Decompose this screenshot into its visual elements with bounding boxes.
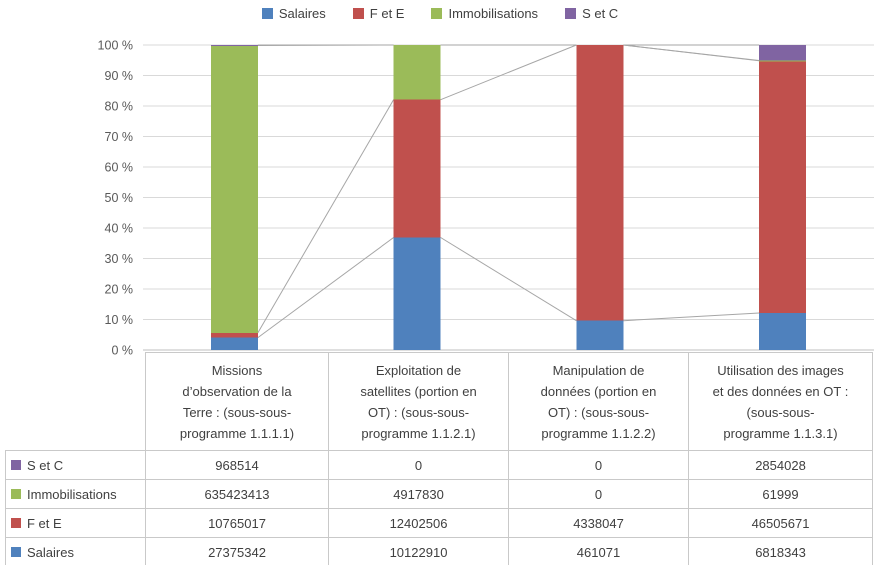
legend-item-label: F et E	[369, 5, 405, 21]
table-value-cell: 10122910	[328, 537, 509, 565]
series-line	[623, 312, 760, 322]
row-label: F et E	[11, 516, 141, 531]
y-axis-tick-label: 70 %	[105, 130, 134, 144]
legend-key-icon	[431, 7, 443, 19]
bar-segment-salaires-cat1	[210, 337, 258, 350]
table-value-cell: 4338047	[508, 508, 689, 538]
row-label-text: F et E	[27, 515, 62, 531]
table-category-header-4: Utilisation des images et des données en…	[688, 352, 873, 451]
bar-segment-salaires-cat2	[393, 237, 441, 350]
chart-data-table: Missions d’observation de la Terre : (so…	[5, 352, 873, 565]
row-label: Salaires	[11, 545, 141, 560]
bar-segment-immobilisations-cat4	[759, 60, 807, 62]
chart-legend: Salaires F et E Immobilisations S et C	[0, 2, 880, 24]
table-value-cell: 2854028	[688, 450, 873, 480]
table-value-cell: 10765017	[145, 508, 329, 538]
series-line	[257, 99, 395, 334]
bar-segment-s-et-c-cat1	[210, 45, 258, 46]
bar-segment-immobilisations-cat2	[393, 45, 441, 100]
y-axis-tick-label: 40 %	[105, 222, 134, 236]
table-value-cell: 61999	[688, 479, 873, 509]
row-key-icon	[11, 518, 21, 528]
legend-item-immobilisations: Immobilisations	[431, 6, 538, 21]
row-key-icon	[11, 547, 21, 557]
y-axis-tick-label: 0 %	[111, 344, 133, 356]
y-axis-tick-label: 80 %	[105, 100, 134, 114]
table-value-cell: 968514	[145, 450, 329, 480]
table-value-cell: 0	[508, 479, 689, 509]
y-axis-tick-label: 10 %	[105, 313, 134, 327]
stacked-bar-chart-plot: 0 % 10 % 20 % 30 % 40 % 50 % 60 % 70 % 80 % 90 % 1…	[98, 39, 874, 356]
row-key-icon	[11, 460, 21, 470]
row-label-text: Immobilisations	[27, 486, 117, 502]
series-line	[257, 237, 394, 339]
y-axis-tick-label: 60 %	[105, 161, 134, 175]
legend-key-icon	[261, 7, 273, 19]
legend-item-salaires: Salaires	[261, 5, 326, 21]
y-axis-tick-label: 20 %	[105, 283, 134, 297]
legend-key-icon	[565, 7, 577, 19]
y-axis-tick-label: 90 %	[105, 69, 134, 83]
series-line	[440, 237, 577, 322]
legend-key-icon	[352, 7, 364, 19]
bar-segment-f-et-e-cat4	[759, 60, 807, 314]
bar-segment-s-et-c-cat4	[759, 45, 807, 61]
table-category-header-3: Manipulation de données (portion en OT) …	[508, 352, 689, 451]
table-value-cell: 27375342	[145, 537, 329, 565]
bar-segment-salaires-cat3	[576, 320, 624, 350]
bar-segment-immobilisations-cat1	[210, 45, 258, 333]
table-value-cell: 0	[328, 450, 509, 480]
table-row-label-cell: Immobilisations	[5, 479, 146, 509]
table-value-cell: 12402506	[328, 508, 509, 538]
table-row: Salaires 27375342 10122910 461071 6818343	[5, 537, 873, 565]
table-row: F et E 10765017 12402506 4338047 46505671	[5, 508, 873, 538]
bar-segment-f-et-e-cat3	[576, 45, 624, 321]
table-row: Immobilisations 635423413 4917830 0 61999	[5, 479, 873, 509]
table-value-cell: 4917830	[328, 479, 509, 509]
table-category-header-1: Missions d’observation de la Terre : (so…	[145, 352, 329, 451]
series-line	[440, 44, 577, 101]
bar-segment-salaires-cat4	[759, 313, 807, 350]
table-value-cell: 0	[508, 450, 689, 480]
legend-item-s-et-c: S et C	[565, 6, 618, 21]
legend-item-f-et-e: F et E	[352, 5, 405, 21]
table-value-cell: 635423413	[145, 479, 329, 509]
row-key-icon	[11, 489, 21, 499]
table-row-label-cell: S et C	[5, 450, 146, 480]
bar-segment-f-et-e-cat2	[393, 99, 441, 238]
table-header-row: Missions d’observation de la Terre : (so…	[6, 352, 873, 451]
legend-item-label: Salaires	[278, 5, 326, 21]
table-row-label-cell: F et E	[5, 508, 146, 538]
series-line	[623, 44, 760, 61]
y-axis-tick-label: 100 %	[98, 39, 133, 53]
row-label: S et C	[11, 458, 141, 473]
table-row-label-cell: Salaires	[5, 537, 146, 565]
bar-segment-f-et-e-cat1	[210, 332, 258, 338]
y-axis-tick-label: 50 %	[105, 191, 134, 205]
table-value-cell: 46505671	[688, 508, 873, 538]
table-corner-cell	[6, 353, 146, 451]
row-label: Immobilisations	[11, 487, 141, 502]
table-value-cell: 461071	[508, 537, 689, 565]
legend-item-label: S et C	[582, 5, 619, 21]
table-row: S et C 968514 0 0 2854028	[5, 450, 873, 480]
table-value-cell: 6818343	[688, 537, 873, 565]
row-label-text: S et C	[27, 457, 64, 473]
y-axis-tick-label: 30 %	[105, 252, 134, 266]
legend-item-label: Immobilisations	[448, 5, 539, 21]
row-label-text: Salaires	[27, 544, 74, 560]
table-category-header-2: Exploitation de satellites (portion en O…	[328, 352, 509, 451]
